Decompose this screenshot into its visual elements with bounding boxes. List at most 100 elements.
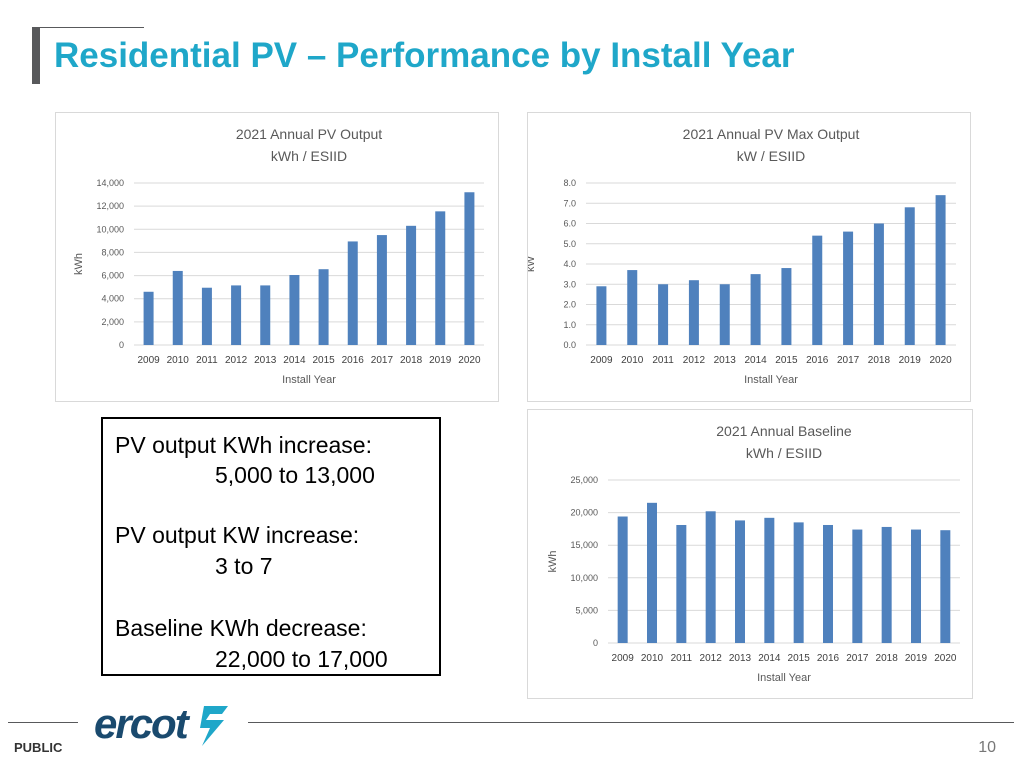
x-tick-label: 2015 [788, 653, 811, 664]
bar [935, 195, 946, 345]
bar [596, 286, 607, 345]
bar [911, 529, 921, 643]
title-accent-line [32, 27, 144, 28]
y-tick-label: 12,000 [96, 201, 124, 211]
x-axis-label: Install Year [282, 374, 336, 386]
y-tick-label: 3.0 [563, 279, 576, 289]
y-tick-label: 4.0 [563, 259, 576, 269]
x-tick-label: 2011 [652, 355, 674, 366]
bar [719, 284, 730, 345]
x-tick-label: 2014 [758, 653, 781, 664]
bar [781, 268, 792, 345]
y-axis-label: kWh [73, 253, 85, 275]
bar [812, 235, 823, 345]
y-tick-label: 8.0 [563, 178, 576, 188]
y-tick-label: 0 [119, 340, 124, 350]
note-pv-kw-value: 3 to 7 [215, 553, 273, 579]
bar [873, 223, 884, 345]
bar [676, 524, 687, 643]
x-tick-label: 2010 [167, 355, 190, 366]
page-number: 10 [978, 739, 996, 756]
bar [843, 231, 854, 345]
x-tick-label: 2011 [196, 355, 218, 366]
bar [318, 269, 329, 345]
y-axis-label: kW [528, 255, 537, 272]
ercot-logo: ercot [94, 700, 228, 748]
chart-title: 2021 Annual Baseline [716, 423, 852, 439]
x-tick-label: 2013 [714, 355, 737, 366]
baseline-chart: 2021 Annual Baseline kWh / ESIID 0 5,000 10,… [527, 409, 973, 699]
y-tick-label: 8,000 [101, 247, 124, 257]
y-tick-label: 10,000 [570, 573, 598, 583]
x-tick-label: 2014 [744, 355, 767, 366]
note-baseline-label: Baseline KWh decrease: [115, 615, 367, 641]
x-tick-label: 2018 [876, 653, 899, 664]
x-tick-label: 2017 [371, 355, 394, 366]
x-tick-label: 2020 [929, 355, 952, 366]
x-tick-label: 2017 [846, 653, 869, 664]
chart-svg: 2021 Annual PV Max Output kW / ESIID 0.0 1.… [528, 126, 956, 386]
x-tick-label: 2009 [137, 355, 160, 366]
y-tick-label: 10,000 [96, 224, 124, 234]
x-tick-label: 2015 [312, 355, 335, 366]
bar [464, 192, 475, 345]
bar [904, 207, 915, 345]
bar [881, 526, 892, 643]
x-tick-label: 2017 [837, 355, 860, 366]
title-accent-bar [32, 27, 40, 84]
bar [940, 530, 951, 643]
x-axis-label: Install Year [757, 672, 811, 684]
footer-public-label: PUBLIC [14, 740, 63, 755]
chart-subtitle: kW / ESIID [737, 148, 805, 164]
note-pv-kwh-value: 5,000 to 13,000 [215, 462, 375, 488]
y-tick-label: 7.0 [563, 198, 576, 208]
bar [617, 516, 628, 643]
bar [172, 270, 183, 345]
x-tick-label: 2012 [683, 355, 706, 366]
y-tick-label: 6.0 [563, 219, 576, 229]
bar [435, 211, 446, 345]
footer-divider-left [8, 722, 78, 723]
y-tick-label: 0 [593, 638, 598, 648]
bar [735, 520, 745, 643]
x-tick-label: 2013 [254, 355, 277, 366]
bar [750, 274, 761, 345]
footer-divider-right [248, 722, 1014, 723]
x-tick-label: 2012 [225, 355, 248, 366]
chart-title: 2021 Annual PV Output [236, 126, 382, 142]
y-tick-label: 0.0 [563, 340, 576, 350]
x-tick-label: 2014 [283, 355, 306, 366]
y-tick-label: 2.0 [563, 300, 576, 310]
bar [260, 285, 271, 345]
bar [376, 235, 387, 345]
bar [852, 529, 863, 643]
x-axis-label: Install Year [744, 374, 798, 386]
x-tick-label: 2018 [868, 355, 891, 366]
ercot-bolt-icon [200, 706, 228, 746]
summary-notes-box: PV output KWh increase: 5,000 to 13,000 … [101, 417, 441, 676]
bar [793, 522, 804, 643]
bar [143, 291, 154, 345]
bar [231, 285, 242, 345]
y-tick-label: 20,000 [570, 508, 598, 518]
bar [823, 524, 833, 643]
note-pv-kw-label: PV output KW increase: [115, 522, 360, 548]
x-tick-label: 2009 [590, 355, 613, 366]
x-tick-label: 2019 [429, 355, 452, 366]
y-tick-label: 14,000 [96, 178, 124, 188]
x-tick-label: 2020 [458, 355, 481, 366]
y-tick-label: 6,000 [101, 271, 124, 281]
x-tick-label: 2016 [817, 653, 840, 664]
y-tick-label: 15,000 [570, 540, 598, 550]
y-tick-label: 2,000 [101, 317, 124, 327]
y-tick-label: 1.0 [563, 320, 576, 330]
slide-title: Residential PV – Performance by Install … [54, 36, 795, 75]
pv-output-chart: 2021 Annual PV Output kWh / ESIID 0 2,000 4,… [55, 112, 499, 402]
chart-title: 2021 Annual PV Max Output [683, 126, 860, 142]
x-tick-label: 2019 [899, 355, 922, 366]
x-tick-label: 2015 [775, 355, 798, 366]
y-tick-label: 4,000 [101, 294, 124, 304]
x-tick-label: 2018 [400, 355, 423, 366]
note-baseline-value: 22,000 to 17,000 [215, 646, 388, 672]
x-tick-label: 2016 [806, 355, 829, 366]
